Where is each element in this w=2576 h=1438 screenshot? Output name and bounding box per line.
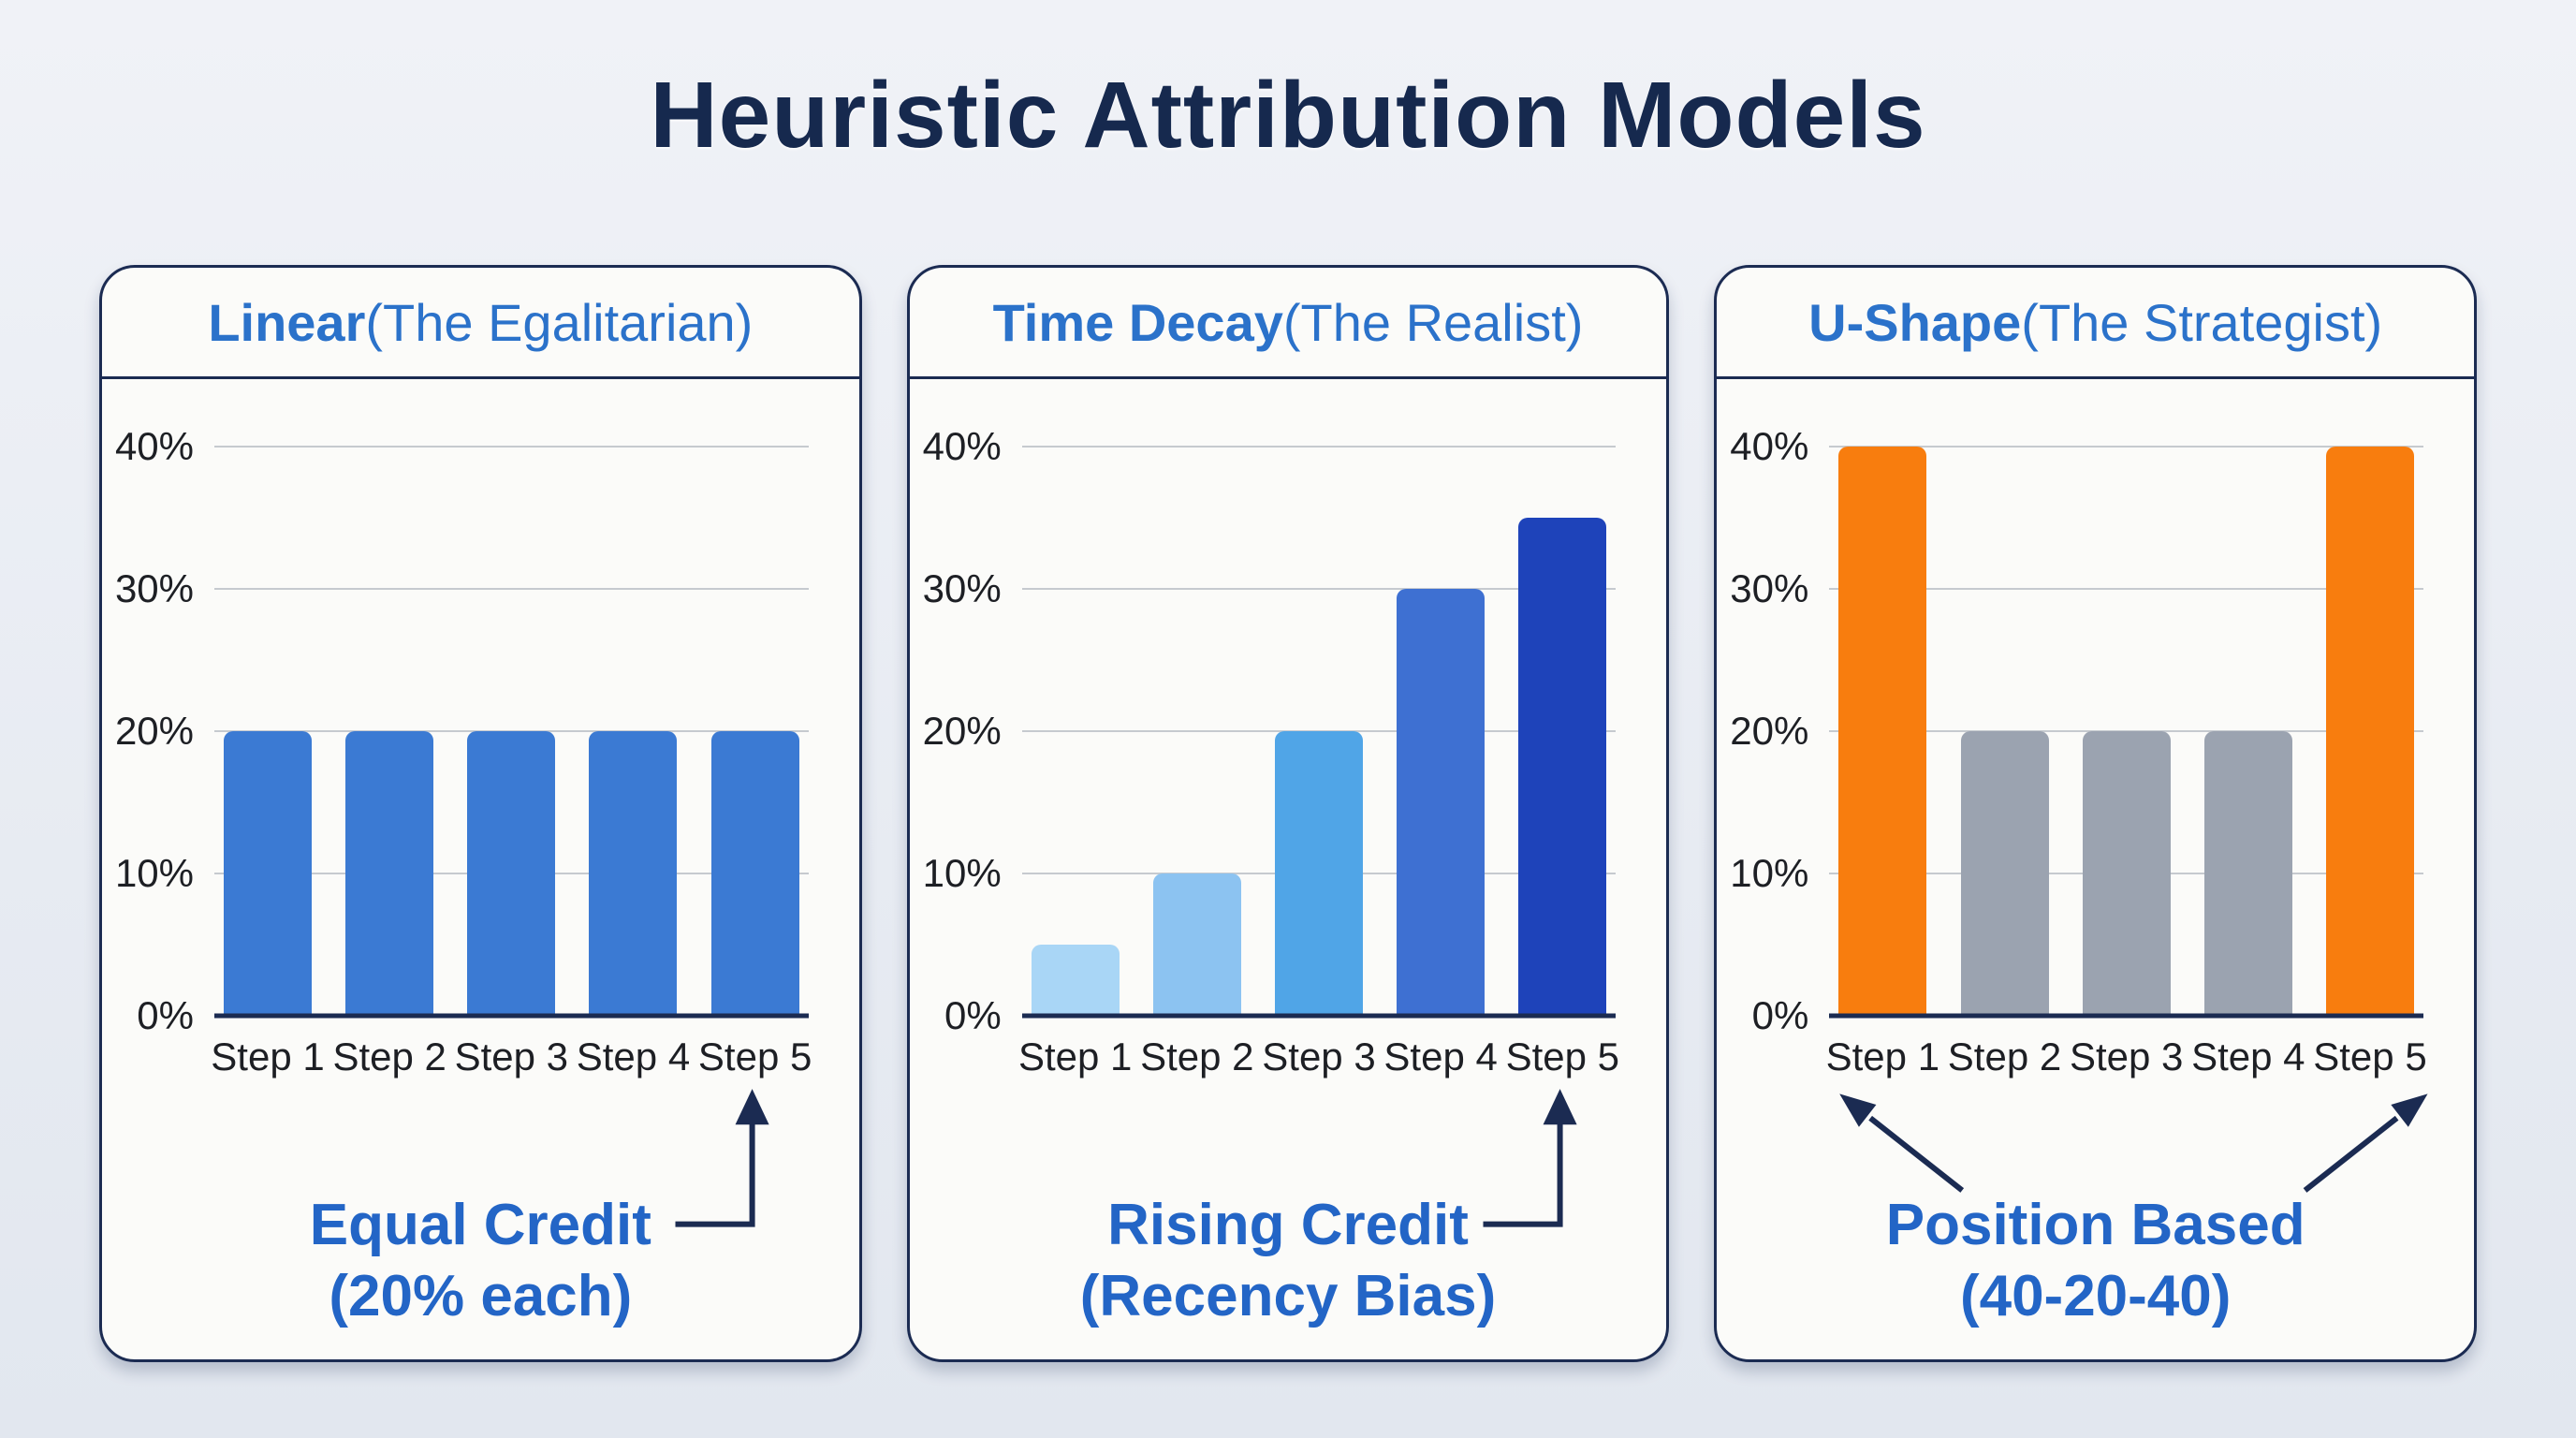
x-axis-line [1021, 1013, 1617, 1019]
panel-u-shape-title: U-Shape (The Strategist) [1717, 268, 2475, 379]
x-tick-label: Step 5 [2313, 1034, 2427, 1078]
y-tick-label: 30% [1730, 566, 1809, 610]
x-axis-labels: Step 1 Step 2 Step 3 Step 4 Step 5 [1825, 1034, 2427, 1083]
bar-step-2 [345, 731, 434, 1016]
panel-title-bold: Linear [208, 292, 366, 352]
x-tick-label: Step 2 [332, 1034, 446, 1078]
annotation-line2: (Recency Bias) [1079, 1263, 1497, 1328]
bar-step-3 [2082, 731, 2171, 1016]
bar-step-4 [1397, 589, 1486, 1016]
x-tick-label: Step 1 [211, 1034, 325, 1078]
annotation-line2: (20% each) [329, 1263, 633, 1328]
y-tick-label: 10% [922, 851, 1002, 895]
bars [1829, 447, 2423, 1016]
gridline [214, 588, 809, 590]
bar-step-1 [224, 731, 312, 1016]
plot-area: 40% 30% 20% 10% 0% [923, 424, 1617, 1037]
x-tick-label: Step 5 [1505, 1034, 1620, 1078]
panel-linear: Linear (The Egalitarian) 40% 30% 20% 10% 0% … [99, 265, 862, 1362]
bar-step-5 [1518, 518, 1607, 1016]
y-tick-label: 40% [114, 424, 194, 468]
bar-step-3 [1274, 731, 1363, 1016]
bar-step-3 [467, 731, 556, 1016]
gridline [1021, 588, 1617, 590]
x-tick-label: Step 2 [1140, 1034, 1254, 1078]
bar-step-1 [1838, 447, 1927, 1016]
panel-time-decay-title: Time Decay (The Realist) [909, 268, 1667, 379]
x-tick-label: Step 2 [1947, 1034, 2062, 1078]
x-tick-label: Step 3 [454, 1034, 569, 1078]
bar-step-2 [1152, 873, 1241, 1016]
panel-linear-title: Linear (The Egalitarian) [102, 268, 859, 379]
panel-title-bold: U-Shape [1808, 292, 2022, 352]
bar-step-4 [589, 731, 678, 1016]
y-tick-label: 40% [922, 424, 1002, 468]
y-tick-label: 0% [944, 993, 1002, 1037]
bar-step-5 [2325, 447, 2414, 1016]
x-tick-label: Step 4 [2191, 1034, 2305, 1078]
y-tick-label: 10% [114, 851, 194, 895]
x-tick-label: Step 4 [1383, 1034, 1498, 1078]
bar-step-4 [2203, 731, 2292, 1016]
gridline [1829, 588, 2424, 590]
panel-title-rest: (The Egalitarian) [365, 292, 754, 352]
x-tick-label: Step 3 [1262, 1034, 1376, 1078]
x-tick-label: Step 1 [1825, 1034, 1940, 1078]
y-tick-label: 20% [114, 709, 194, 753]
page-title: Heuristic Attribution Models [650, 63, 1926, 168]
plot-area: 40% 30% 20% 10% 0% [115, 424, 809, 1037]
annotation-line1: Position Based [1885, 1193, 2305, 1257]
y-tick-label: 0% [137, 993, 194, 1037]
panel-time-decay: Time Decay (The Realist) 40% 30% 20% 10% 0% … [906, 265, 1670, 1362]
panel-title-rest: (The Realist) [1282, 292, 1584, 352]
x-axis-labels: Step 1 Step 2 Step 3 Step 4 Step 5 [211, 1034, 812, 1083]
bars [1022, 447, 1617, 1016]
bars [214, 447, 809, 1016]
panel-title-rest: (The Strategist) [2021, 292, 2383, 352]
x-tick-label: Step 4 [576, 1034, 691, 1078]
y-tick-label: 10% [1730, 851, 1809, 895]
y-tick-label: 20% [922, 709, 1002, 753]
gridline [214, 446, 809, 448]
bar-step-5 [710, 731, 799, 1016]
x-tick-label: Step 5 [697, 1034, 812, 1078]
x-tick-label: Step 1 [1017, 1034, 1133, 1078]
annotation-line1: Equal Credit [309, 1193, 651, 1257]
y-tick-label: 30% [922, 566, 1002, 610]
plot-area: 40% 30% 20% 10% 0% [1730, 424, 2424, 1037]
x-axis-labels: Step 1 Step 2 Step 3 Step 4 Step 5 [1017, 1034, 1620, 1083]
gridline [1829, 446, 2424, 448]
panel-title-bold: Time Decay [992, 292, 1283, 352]
gridline [1021, 446, 1617, 448]
x-axis-line [214, 1013, 809, 1019]
annotation-line2: (40-20-40) [1959, 1263, 2232, 1328]
panel-u-shape: U-Shape (The Strategist) 40% 30% 20% 10% 0% … [1714, 265, 2478, 1362]
bar-step-1 [1031, 945, 1120, 1016]
y-tick-label: 30% [114, 566, 194, 610]
annotation-label: Position Based (40-20-40) [1717, 1190, 2474, 1331]
y-tick-label: 20% [1730, 709, 1809, 753]
annotation-line1: Rising Credit [1107, 1193, 1469, 1257]
bar-step-2 [1960, 731, 2049, 1016]
x-tick-label: Step 3 [2069, 1034, 2184, 1078]
annotation-label: Rising Credit (Recency Bias) [910, 1190, 1667, 1331]
x-axis-line [1829, 1013, 2424, 1019]
y-tick-label: 40% [1730, 424, 1809, 468]
y-tick-label: 0% [1751, 993, 1809, 1037]
chart-panels-row: Linear (The Egalitarian) 40% 30% 20% 10% 0% … [99, 265, 2478, 1362]
annotation-label: Equal Credit (20% each) [102, 1190, 859, 1331]
